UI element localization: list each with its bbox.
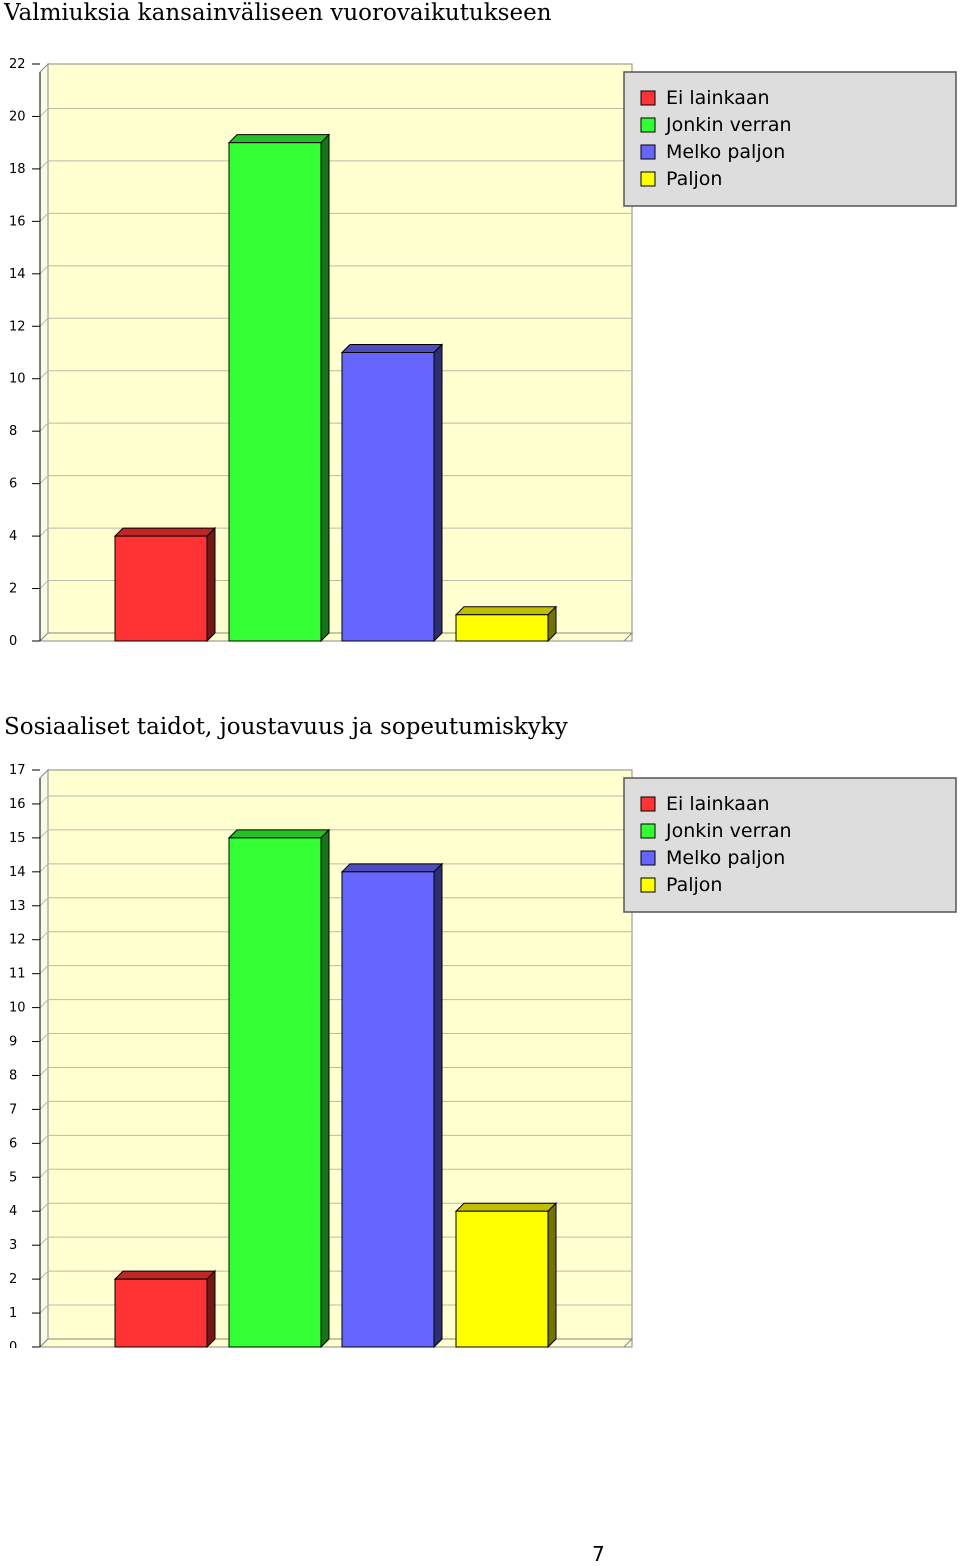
chart-2-y-tick-label: 10 <box>9 1001 26 1016</box>
chart-1-bar-top <box>340 344 444 353</box>
chart-2-bar-4 <box>454 1202 558 1348</box>
chart-2-legend-label-2: Jonkin verran <box>665 820 792 842</box>
chart-1-legend-swatch-1 <box>640 90 656 106</box>
chart-2-legend-swatch-1 <box>640 796 656 812</box>
chart-2-bar-3 <box>340 862 444 1348</box>
chart-2-y-tick-label: 14 <box>9 865 26 880</box>
chart-2-y-tick-label: 11 <box>9 967 26 982</box>
chart-2-bar-side <box>547 1202 557 1348</box>
chart-2-bar-top <box>340 863 444 873</box>
chart-2-side-wall <box>39 768 49 1348</box>
chart-1-legend-swatch-4 <box>640 171 656 187</box>
chart-2-y-tick-label: 0 <box>9 1340 17 1348</box>
chart-1-legend-label-3: Melko paljon <box>666 141 785 163</box>
chart-1-bar-2 <box>227 133 331 643</box>
chart-1: 0 2 4 6 8 10 12 14 16 18 20 22 Ei lainkaan Jonkin ver… <box>9 57 957 649</box>
chart-1-bar-top <box>227 134 331 144</box>
chart-2-bar-2 <box>227 828 331 1348</box>
chart-2-y-tick-label: 9 <box>9 1035 17 1050</box>
chart-2-y-tick-label: 15 <box>9 831 26 846</box>
chart-1-y-tick-label: 2 <box>9 582 17 597</box>
chart-1-side-wall <box>39 62 49 643</box>
chart-2-legend: Ei lainkaan Jonkin verran Melko paljon Palj… <box>623 777 957 913</box>
chart-2-bar-front <box>114 1278 208 1348</box>
chart-1-y-tick-label: 12 <box>9 319 26 334</box>
chart-2-bar-1 <box>113 1269 217 1348</box>
chart-1-gridline <box>39 317 632 327</box>
chart-1-bar-1 <box>113 526 217 643</box>
chart-1-legend-label-2: Jonkin verran <box>665 114 792 136</box>
chart-1-bar-4 <box>454 605 558 643</box>
chart-1-y-tick-label: 18 <box>9 162 26 177</box>
chart-2-gridline <box>39 795 632 805</box>
chart-1-y-tick-label: 4 <box>9 529 17 544</box>
chart-2-legend-swatch-4 <box>640 877 656 893</box>
chart-2-y-tick-label: 4 <box>9 1204 17 1219</box>
chart-2-bar-front <box>455 1210 549 1348</box>
chart-2-legend-swatch-2 <box>640 823 656 839</box>
chart-2-y-tick-label: 2 <box>9 1272 17 1287</box>
chart-1-gridline <box>39 160 632 170</box>
chart-2-title: Sosiaaliset taidot, joustavuus ja sopeut… <box>4 714 568 740</box>
chart-2-y-tick-label: 12 <box>9 933 26 948</box>
chart-1-y-tick-label: 14 <box>9 267 26 282</box>
chart-1-legend-swatch-2 <box>640 117 656 133</box>
chart-1-bar-top <box>454 606 558 616</box>
chart-1-gridline <box>39 265 632 275</box>
chart-1-y-tick-label: 8 <box>9 424 17 439</box>
chart-2-legend-label-1: Ei lainkaan <box>666 793 770 815</box>
chart-2-bar-top <box>227 829 331 839</box>
chart-1-y-tick-label: 6 <box>9 477 17 492</box>
chart-1-bar-3 <box>340 343 444 643</box>
chart-1-y-tick-label: 0 <box>9 634 17 649</box>
chart-2-bar-top <box>113 1270 217 1280</box>
chart-1-y-tick-label: 10 <box>9 372 26 387</box>
chart-1-bar-side <box>320 133 330 643</box>
chart-2-bar-side <box>206 1269 216 1348</box>
page-number: 7 <box>592 1542 605 1566</box>
chart-1-bar-front <box>455 614 549 642</box>
chart-1-gridline <box>39 212 632 222</box>
chart-2-legend-label-3: Melko paljon <box>666 847 785 869</box>
chart-2-bar-side <box>433 862 443 1348</box>
chart-2-y-tick-label: 6 <box>9 1136 17 1151</box>
chart-1-bar-side <box>433 343 443 643</box>
chart-2-y-tick-label: 16 <box>9 797 26 812</box>
chart-2-bar-side <box>320 828 330 1348</box>
chart-2-legend-label-4: Paljon <box>666 874 722 896</box>
chart-1-y-tick-label: 16 <box>9 214 26 229</box>
chart-1-y-tick-label: 22 <box>9 57 26 72</box>
chart-1-legend-label-4: Paljon <box>666 168 722 190</box>
chart-1-legend-swatch-3 <box>640 144 656 160</box>
chart-1-bar-side <box>206 526 216 643</box>
chart-2-gridline <box>39 829 632 839</box>
chart-1-gridline <box>39 107 632 117</box>
chart-2-y-tick-label: 7 <box>9 1102 17 1117</box>
chart-2-y-tick-label: 1 <box>9 1306 17 1321</box>
chart-1-bar-front <box>114 535 208 642</box>
chart-2-y-tick-label: 8 <box>9 1068 17 1083</box>
chart-1-title: Valmiuksia kansainväliseen vuorovaikutuk… <box>4 0 552 26</box>
chart-1-bar-front <box>341 352 435 642</box>
chart-2-legend-box <box>623 777 957 913</box>
chart-2-bar-top <box>454 1202 558 1212</box>
chart-2-y-tick-label: 3 <box>9 1238 17 1253</box>
chart-2-y-tick-label: 17 <box>9 763 26 778</box>
chart-2-bar-front <box>341 871 435 1348</box>
chart-1-y-tick-label: 20 <box>9 109 26 124</box>
chart-2-y-tick-label: 13 <box>9 899 26 914</box>
chart-2-y-tick-label: 5 <box>9 1170 17 1185</box>
chart-1-legend-label-1: Ei lainkaan <box>666 87 770 109</box>
chart-1-bar-top <box>113 527 217 537</box>
chart-2-bar-front <box>228 837 322 1348</box>
chart-1-legend-box <box>623 71 957 207</box>
chart-1-legend: Ei lainkaan Jonkin verran Melko paljon Palj… <box>623 71 957 207</box>
chart-1-bar-front <box>228 142 322 642</box>
chart-2-legend-swatch-3 <box>640 850 656 866</box>
